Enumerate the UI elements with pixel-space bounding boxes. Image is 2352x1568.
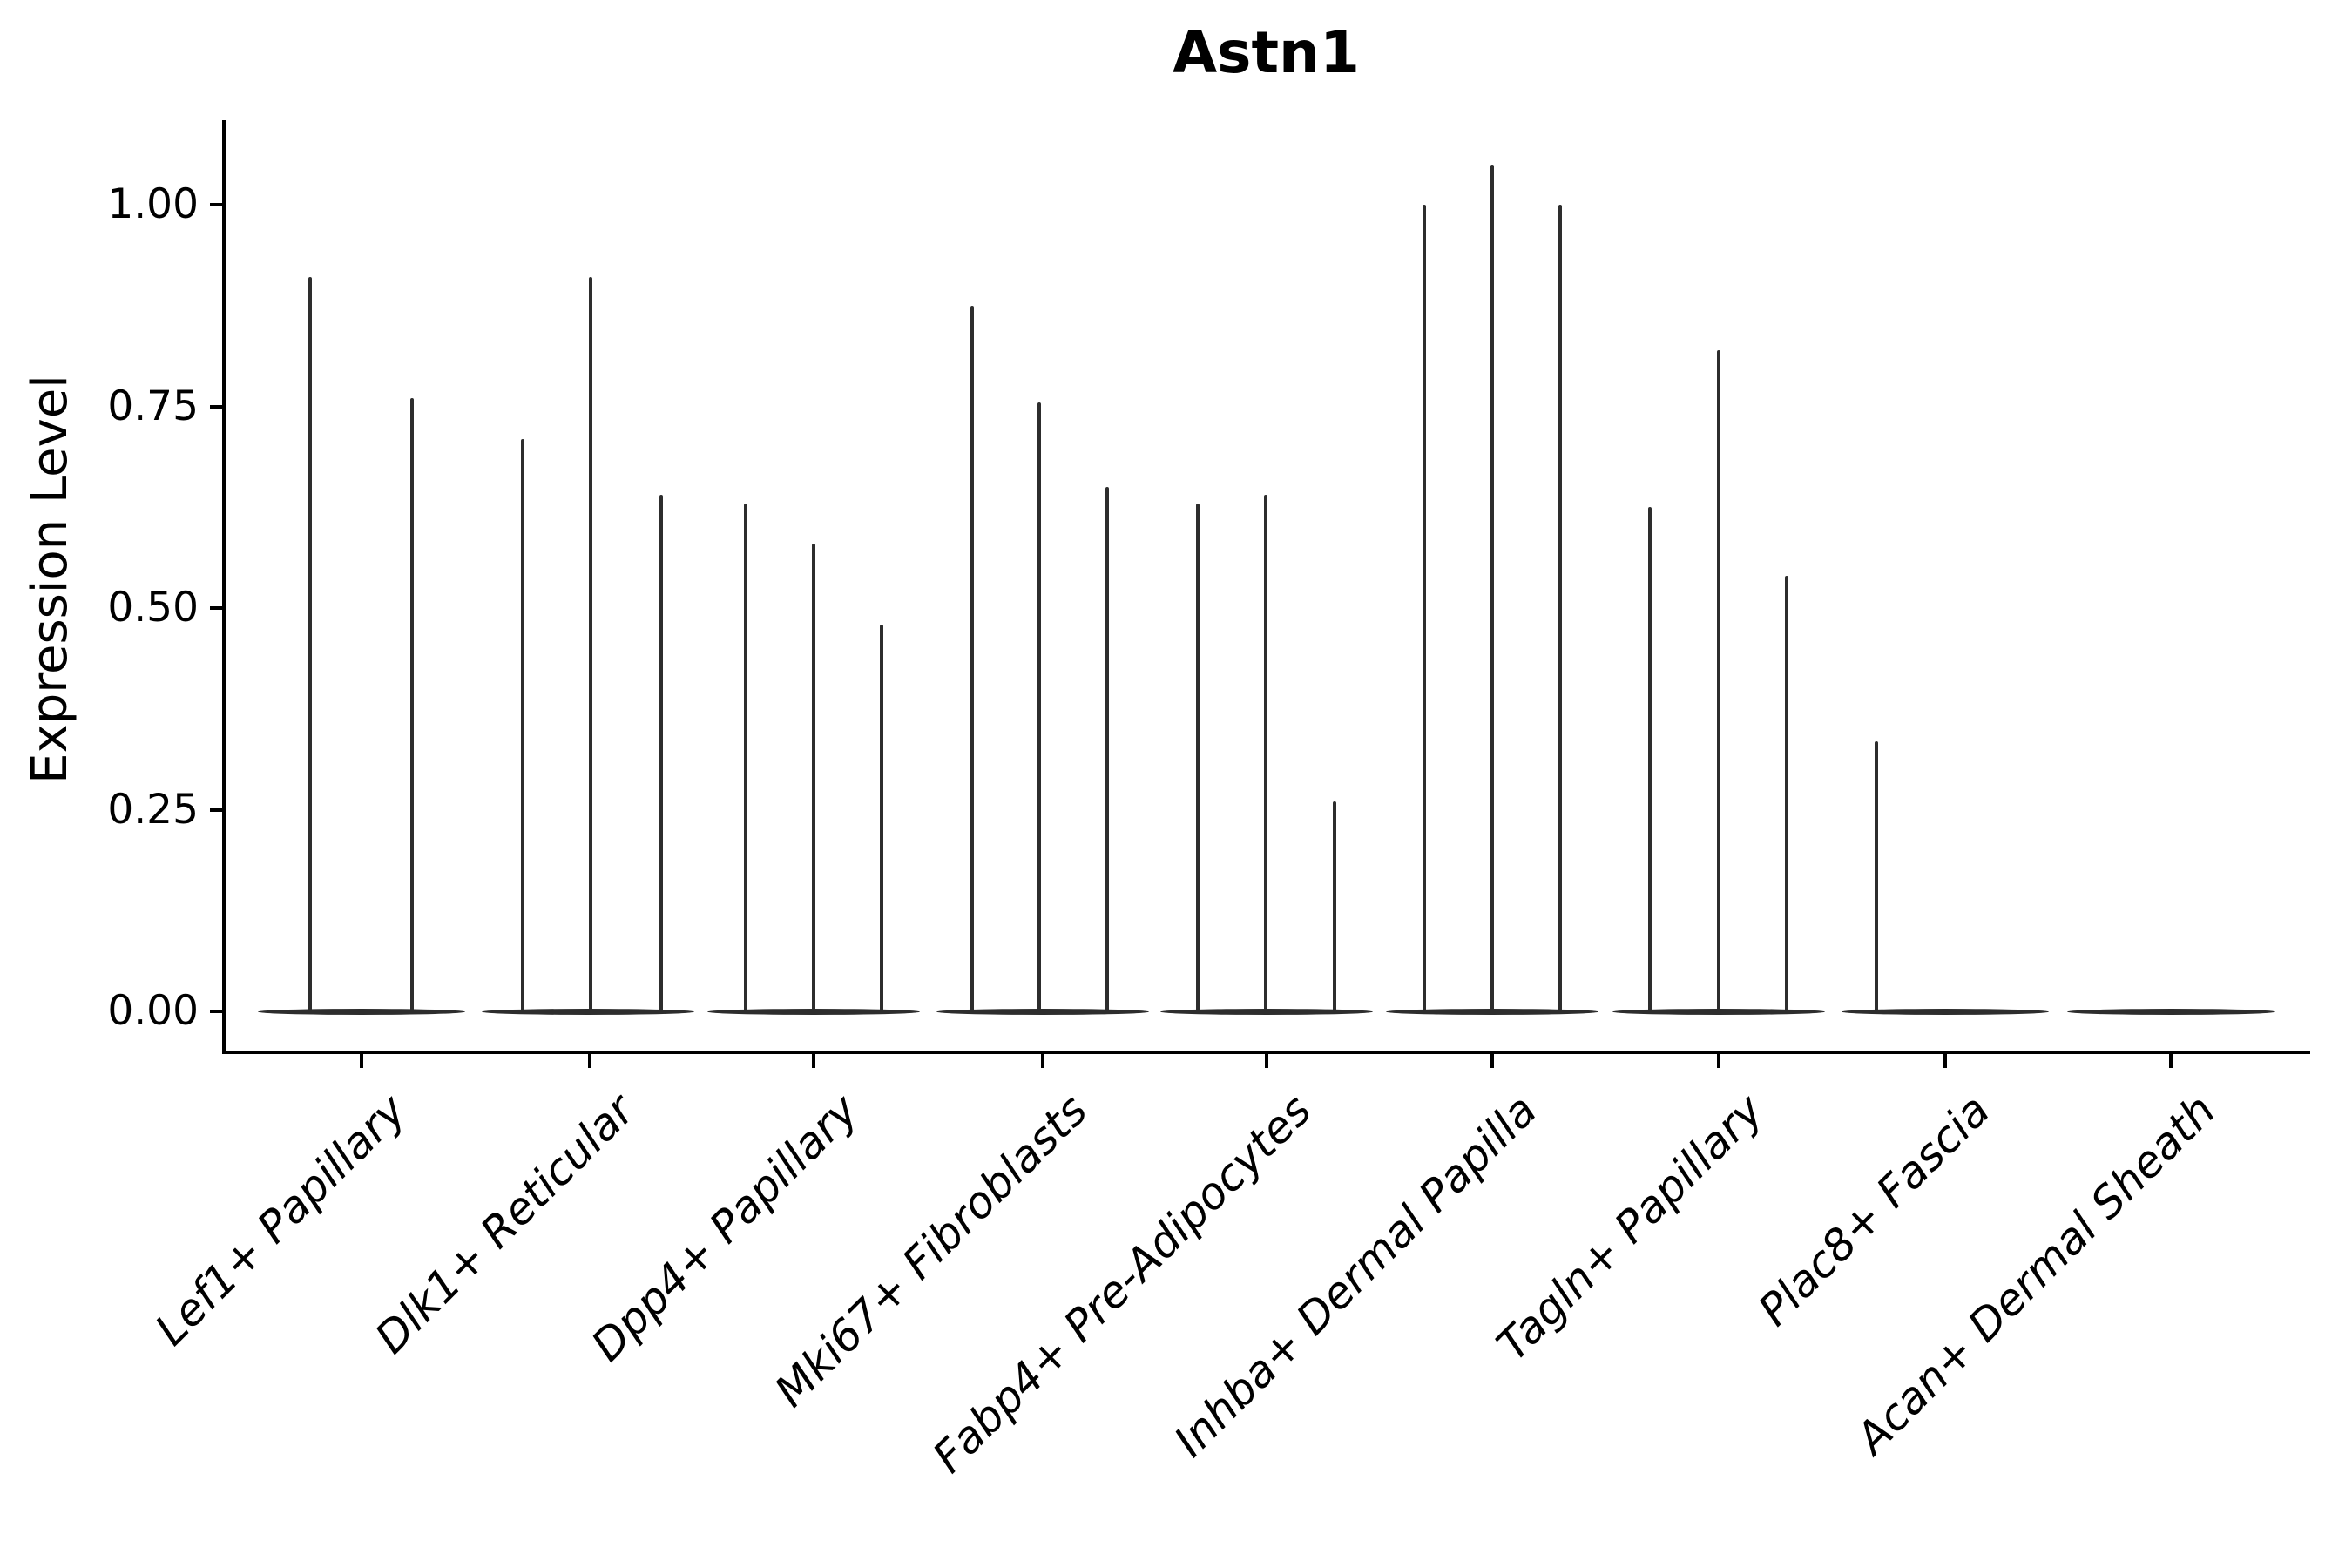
violin-baseline — [1842, 1008, 2049, 1015]
x-tick — [1717, 1054, 1720, 1068]
violin-needle — [521, 438, 524, 1013]
violin-needle — [410, 398, 414, 1013]
violin-needle — [1490, 164, 1494, 1013]
x-tick — [812, 1054, 815, 1068]
x-tick — [588, 1054, 591, 1068]
x-tick — [1490, 1054, 1494, 1068]
y-tick-label: 0.50 — [107, 584, 199, 632]
violin-needle — [659, 495, 663, 1013]
y-tick — [210, 606, 222, 610]
violin-needle — [1717, 349, 1720, 1013]
y-tick-label: 1.00 — [107, 180, 199, 228]
y-tick-label: 0.75 — [107, 382, 199, 430]
x-tick-label: Dpp4+ Papillary — [581, 1085, 868, 1371]
x-tick — [1943, 1054, 1947, 1068]
x-tick — [1041, 1054, 1044, 1068]
violin-baseline — [2067, 1008, 2275, 1015]
y-tick-label: 0.00 — [107, 987, 199, 1035]
violin-needle — [1875, 740, 1878, 1013]
x-tick-label: Tagln+ Papillary — [1487, 1085, 1774, 1371]
x-tick-label: Acan+ Dermal Sheath — [1846, 1085, 2226, 1464]
violin-needle — [1785, 575, 1788, 1013]
violin-needle — [812, 543, 815, 1013]
x-tick-label: Plac8+ Fascia — [1748, 1085, 2000, 1336]
x-tick-label: Fabp4+ Pre-Adipocytes — [923, 1085, 1321, 1483]
violin-baseline — [258, 1008, 465, 1015]
x-tick-label: Inhba+ Dermal Papilla — [1164, 1085, 1547, 1467]
violin-needle — [1196, 503, 1200, 1013]
violin-needle — [744, 503, 747, 1013]
x-tick — [360, 1054, 363, 1068]
x-axis-spine — [222, 1051, 2310, 1054]
chart-title: Astn1 — [1173, 19, 1360, 86]
violin-needle — [970, 305, 974, 1013]
y-tick — [210, 203, 222, 206]
x-tick-label: Dlk1+ Reticular — [365, 1085, 645, 1364]
violin-needle — [1333, 801, 1336, 1013]
x-tick-label: Lef1+ Papillary — [145, 1085, 416, 1355]
violin-needle — [1264, 495, 1267, 1013]
x-tick — [1265, 1054, 1268, 1068]
x-tick — [2169, 1054, 2173, 1068]
violin-needle — [1558, 205, 1562, 1013]
x-tick-label: Mki67+ Fibroblasts — [765, 1085, 1098, 1417]
violin-needle — [1037, 402, 1041, 1013]
violin-needle — [308, 277, 312, 1013]
violin-baseline — [936, 1008, 1149, 1015]
y-tick — [210, 404, 222, 409]
y-tick — [210, 808, 222, 812]
y-tick-label: 0.25 — [107, 785, 199, 834]
violin-needle — [1423, 205, 1426, 1013]
y-tick — [210, 1010, 222, 1013]
violin-baseline — [482, 1008, 694, 1015]
violin-needle — [589, 277, 592, 1013]
violin-needle — [1105, 487, 1109, 1013]
y-axis-spine — [222, 120, 226, 1054]
violin-needle — [1648, 507, 1652, 1013]
violin-needle — [880, 624, 883, 1013]
